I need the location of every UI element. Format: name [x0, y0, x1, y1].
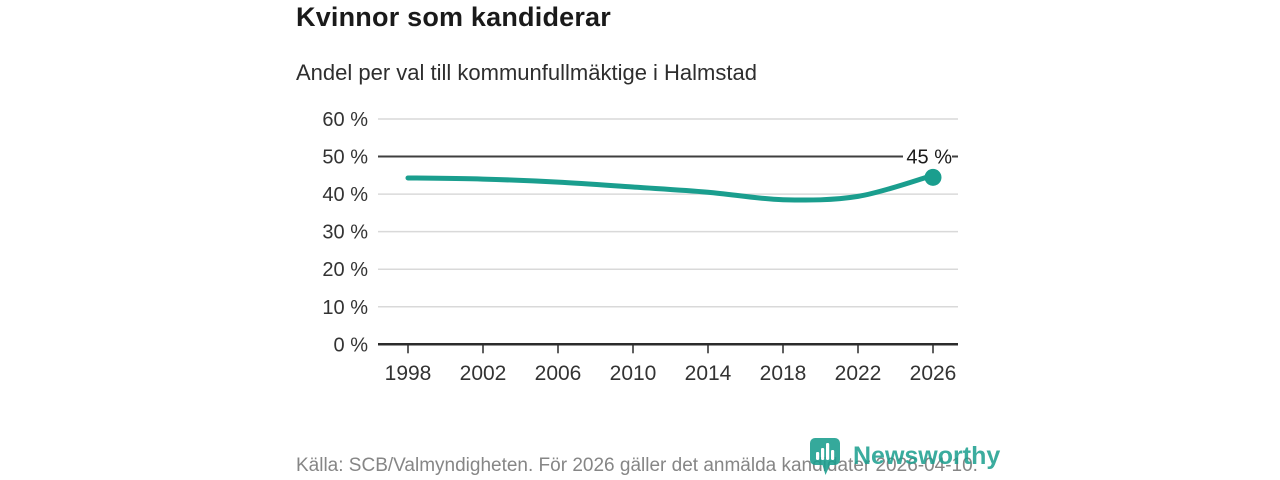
x-tick-label: 1998 [385, 362, 432, 385]
x-tick-label: 2002 [460, 362, 507, 385]
newsworthy-logo[interactable]: Newsworthy [810, 438, 1000, 476]
chart-subtitle: Andel per val till kommunfullmäktige i H… [296, 60, 757, 85]
data-line [405, 172, 936, 203]
y-tick-label: 0 % [334, 334, 369, 356]
x-tick-label: 2018 [760, 362, 807, 385]
y-tick-label: 30 % [322, 222, 368, 244]
x-tick-label: 2022 [835, 362, 882, 385]
y-tick-label: 10 % [322, 297, 368, 319]
chart-title: Kvinnor som kandiderar [296, 2, 611, 32]
x-tick-label: 2014 [685, 362, 732, 385]
y-tick-label: 60 % [322, 109, 368, 131]
newsworthy-logo-text: Newsworthy [853, 442, 1001, 470]
newsworthy-logo-icon [810, 438, 840, 475]
source-note: Källa: SCB/Valmyndigheten. För 2026 gäll… [296, 455, 978, 476]
end-point-marker [924, 168, 942, 186]
y-tick-label: 50 % [322, 147, 368, 169]
x-tick-label: 2006 [535, 362, 582, 385]
y-tick-label: 20 % [322, 259, 368, 281]
annotation-background [903, 144, 952, 169]
x-tick-label: 2010 [610, 362, 657, 385]
y-tick-label: 40 % [322, 184, 368, 206]
end-value-label: 45 % [906, 147, 952, 169]
x-tick-label: 2026 [910, 362, 957, 385]
